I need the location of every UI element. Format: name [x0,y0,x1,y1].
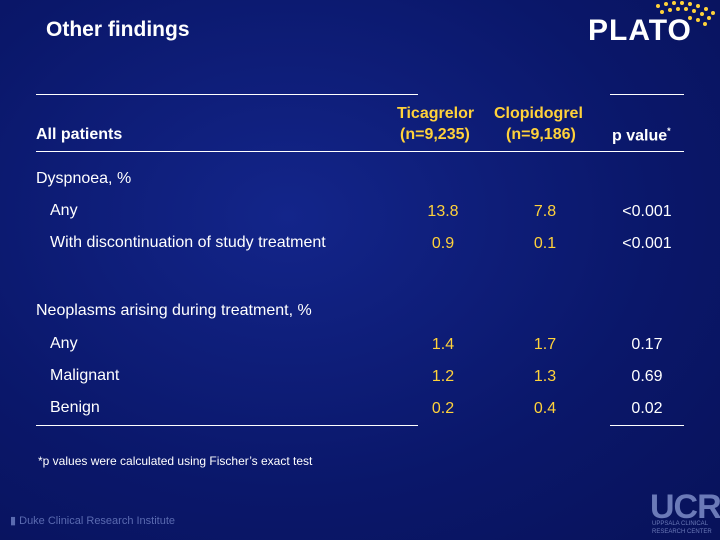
ticagrelor-header: Ticagrelor [397,105,475,122]
pvalue-value: <0.001 [622,235,672,252]
clopidogrel-value: 1.3 [533,368,557,385]
table-bottom-rule-pvalue [610,425,684,426]
table-row-label: Malignant [50,367,120,384]
duke-logo: ▮ Duke Clinical Research Institute [10,515,176,527]
logo-dots-icon [656,1,715,26]
header-top-rule [36,94,418,95]
header-top-rule-pvalue [610,94,684,95]
table-row-label: With discontinuation of study treatment [50,234,326,251]
clopidogrel-value: 1.7 [533,336,557,353]
clopidogrel-n: (n=9,186) [506,126,576,143]
table-row-label: Any [50,202,78,219]
pvalue-value: 0.17 [631,336,663,353]
clopidogrel-value: 7.8 [533,203,557,220]
plato-logo: PLATO [588,14,692,47]
ticagrelor-value: 1.4 [431,336,455,353]
clopidogrel-value: 0.1 [533,235,557,252]
duke-shield-icon: ▮ [10,515,17,527]
pvalue-value: 0.02 [631,400,663,417]
ticagrelor-value: 0.2 [431,400,455,417]
footnote: *p values were calculated using Fischer’… [38,454,313,468]
table-row-label: Benign [50,399,100,416]
ticagrelor-n: (n=9,235) [400,126,470,143]
section-label-dyspnoea: Dyspnoea, % [36,170,132,187]
ucr-logo-subtitle: UPPSALA CLINICAL RESEARCH CENTER [652,521,712,535]
section-label-neoplasms: Neoplasms arising during treatment, % [36,302,312,319]
table-row-label: Any [50,335,78,352]
ticagrelor-value: 1.2 [431,368,455,385]
header-bottom-rule [36,151,684,152]
pvalue-value: 0.69 [631,368,663,385]
ticagrelor-value: 0.9 [431,235,455,252]
pvalue-header: p value* [612,126,671,145]
table-bottom-rule [36,425,418,426]
ticagrelor-value: 13.8 [427,203,459,220]
all-patients-label: All patients [36,126,123,143]
clopidogrel-header: Clopidogrel [494,105,583,122]
clopidogrel-value: 0.4 [533,400,557,417]
ucr-logo: UCR [650,488,720,526]
slide-title: Other findings [46,18,190,41]
pvalue-value: <0.001 [622,203,672,220]
